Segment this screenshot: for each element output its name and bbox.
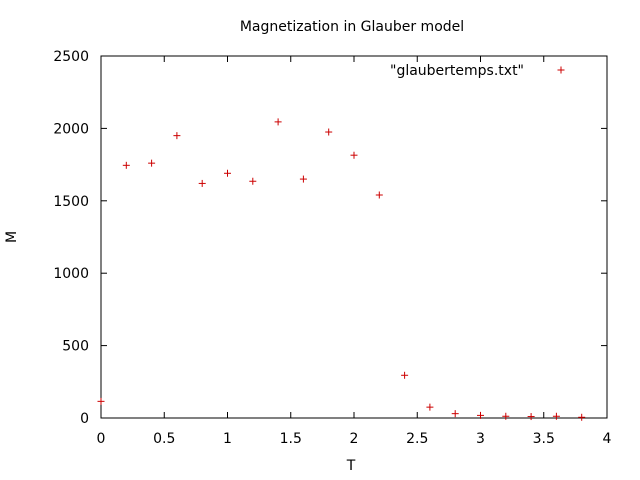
data-point: [502, 412, 510, 420]
x-tick-label: 3: [476, 431, 485, 447]
y-tick-label: 1000: [53, 266, 89, 282]
y-tick-label: 2500: [53, 49, 89, 65]
legend-marker-symbol: [557, 66, 565, 74]
x-tick-label: 0: [97, 431, 106, 447]
data-point: [350, 151, 358, 159]
data-point: [375, 191, 383, 199]
data-point: [527, 413, 535, 421]
data-point: [173, 132, 181, 140]
x-axis-label: T: [346, 458, 356, 474]
legend-marker: [557, 66, 565, 74]
data-point: [198, 179, 206, 187]
data-points: [97, 118, 586, 421]
y-axis-label: M: [4, 231, 20, 243]
axis-ticks: [100, 55, 608, 419]
data-point: [122, 161, 130, 169]
y-tick-label: 500: [62, 339, 89, 355]
x-tick-label: 4: [603, 431, 612, 447]
chart-title: Magnetization in Glauber model: [240, 19, 464, 35]
data-point: [426, 403, 434, 411]
data-point: [274, 118, 282, 126]
x-tick-label: 2.5: [406, 431, 428, 447]
y-tick-label: 2000: [53, 121, 89, 137]
y-tick-label: 1500: [53, 194, 89, 210]
data-point: [224, 169, 231, 177]
data-point: [578, 413, 586, 421]
data-point: [97, 397, 105, 405]
legend-label: "glaubertemps.txt": [390, 63, 524, 79]
x-tick-label: 1.5: [280, 431, 302, 447]
data-point: [401, 371, 409, 379]
data-point: [249, 177, 257, 185]
data-point: [325, 128, 333, 136]
x-tick-label: 3.5: [533, 431, 555, 447]
axis-tick-labels: 0 0.5 1 1.5 2 2.5 3 3.5 4 0 500 1000 1500 2000 2500: [53, 49, 611, 447]
x-tick-label: 2: [350, 431, 359, 447]
data-point: [148, 159, 156, 167]
data-point: [299, 175, 307, 183]
data-point: [477, 411, 484, 419]
data-point: [552, 412, 560, 420]
y-tick-label: 0: [80, 411, 89, 427]
legend: "glaubertemps.txt": [390, 63, 565, 79]
data-point: [451, 410, 459, 418]
plot-frame: [100, 55, 608, 419]
x-tick-label: 0.5: [153, 431, 175, 447]
x-tick-label: 1: [223, 431, 232, 447]
